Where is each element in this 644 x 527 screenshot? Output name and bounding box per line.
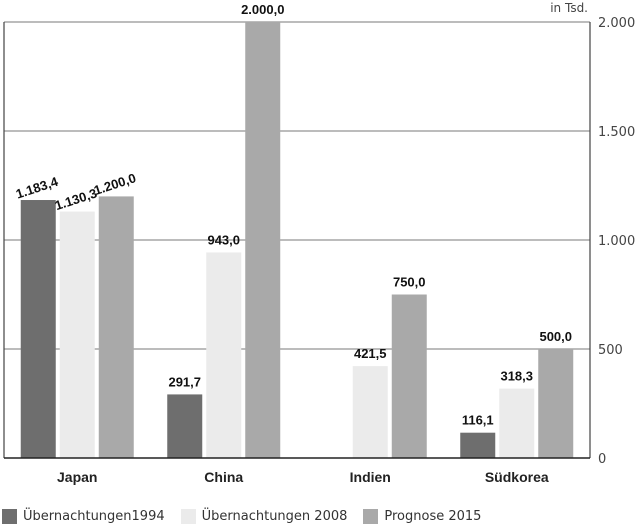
- bar: [245, 22, 281, 458]
- bar: [460, 432, 496, 458]
- y-tick-label: 2.000: [598, 16, 635, 31]
- bar: [538, 349, 574, 458]
- category-label: Indien: [350, 469, 391, 485]
- legend-swatch: [363, 508, 379, 524]
- bar: [499, 388, 535, 458]
- data-label: 318,3: [500, 369, 533, 384]
- y-tick-label: 1.500: [598, 125, 635, 140]
- legend-item: Übernachtungen 2008: [180, 508, 348, 524]
- data-label: 500,0: [539, 329, 572, 344]
- data-label: 1.130,3: [53, 185, 99, 213]
- bar: [167, 394, 203, 458]
- y-tick-label: 1.000: [598, 234, 635, 249]
- y-tick-label: 0: [598, 452, 606, 467]
- legend-swatch: [2, 508, 17, 524]
- axes: 0 500 1.000 1.500 2.000 Japan China Indien Südko…: [3, 16, 635, 485]
- legend-label: Übernachtungen 2008: [201, 508, 348, 524]
- y-tick-label: 500: [598, 343, 623, 358]
- bar: [59, 211, 95, 458]
- bar: [20, 200, 56, 458]
- data-label: 750,0: [393, 275, 426, 290]
- category-label: China: [204, 469, 243, 485]
- legend-item: Prognose 2015: [363, 508, 482, 524]
- data-label: 943,0: [207, 232, 240, 247]
- y-axis-unit-label: in Tsd.: [550, 1, 588, 15]
- bar: [391, 294, 427, 458]
- bar: [206, 252, 242, 458]
- legend-label: Übernachtungen1994: [23, 508, 165, 524]
- data-label: 1.200,0: [92, 170, 138, 198]
- data-labels: 1.183,41.130,31.200,0 291,7 943,0 2.000,0 42…: [14, 2, 572, 428]
- data-label: 116,1: [462, 413, 494, 428]
- data-label: 2.000,0: [241, 2, 284, 17]
- bar: [352, 366, 388, 458]
- legend-swatch: [180, 508, 196, 524]
- category-label: Südkorea: [485, 469, 549, 485]
- chart-legend: Übernachtungen1994 Übernachtungen 2008 Pro…: [2, 505, 497, 527]
- bar: [98, 196, 134, 458]
- data-label: 421,5: [354, 346, 387, 361]
- bars: [20, 22, 574, 458]
- data-label: 291,7: [168, 374, 201, 389]
- legend-label: Prognose 2015: [384, 508, 482, 524]
- legend-item: Übernachtungen1994: [2, 508, 165, 524]
- data-label: 1.183,4: [14, 174, 61, 202]
- category-label: Japan: [57, 469, 97, 485]
